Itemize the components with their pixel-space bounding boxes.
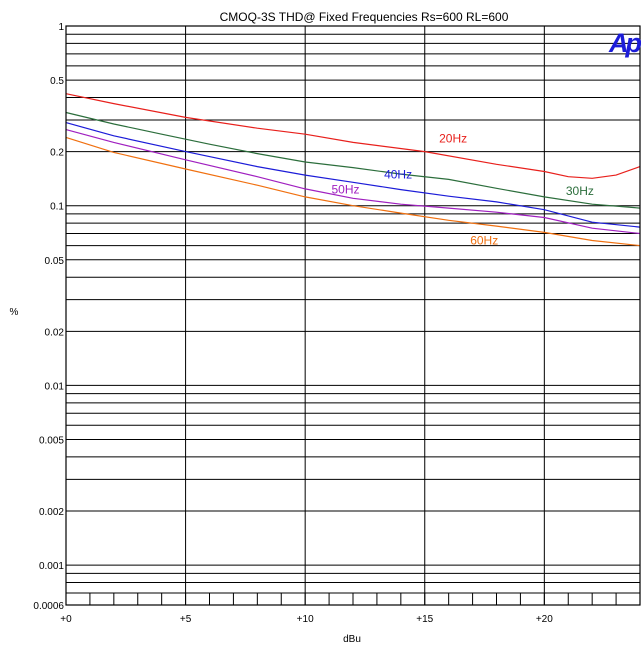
y-tick-label: 0.05	[45, 256, 65, 267]
x-tick-label: +0	[60, 614, 72, 625]
x-tick-label: +5	[180, 614, 192, 625]
x-axis-label: dBu	[343, 634, 361, 645]
y-tick-label: 0.2	[50, 148, 64, 159]
series-label-60hz: 60Hz	[470, 233, 498, 247]
y-tick-label: 0.01	[45, 381, 65, 392]
series-line-40hz	[65, 122, 641, 228]
y-tick-label: 0.002	[39, 507, 64, 518]
y-tick-label: 0.0006	[33, 601, 64, 612]
chart-title: CMOQ-3S THD@ Fixed Frequencies Rs=600 RL…	[220, 10, 509, 24]
y-tick-label: 0.5	[50, 76, 64, 87]
series-line-20hz	[65, 93, 641, 179]
y-tick-label: 0.1	[50, 202, 64, 213]
series-label-20hz: 20Hz	[439, 131, 467, 145]
y-tick-label: 0.001	[39, 561, 64, 572]
axes-layer: 1 0.5 0.2 0.1 0.05 0.02 0.01 0.005 0.002 0.001 0.0…	[33, 22, 641, 625]
x-tick-label: +15	[416, 614, 433, 625]
series-label-50hz: 50Hz	[331, 182, 359, 196]
series-line-60hz	[65, 136, 641, 247]
series-line-30hz	[65, 111, 641, 209]
ap-logo: Ap	[608, 28, 641, 58]
x-tick-label: +20	[536, 614, 553, 625]
y-axis-label: %	[10, 307, 19, 318]
series-line-50hz	[65, 129, 641, 235]
y-tick-label: 0.005	[39, 436, 64, 447]
grid	[65, 25, 640, 606]
series-layer: 20Hz 30Hz 40Hz 50Hz 60Hz	[65, 93, 641, 247]
series-label-30hz: 30Hz	[566, 184, 594, 198]
y-tick-label: 0.02	[45, 327, 65, 338]
y-tick-label: 1	[58, 22, 64, 33]
x-tick-label: +10	[297, 614, 314, 625]
series-label-40hz: 40Hz	[384, 167, 412, 181]
